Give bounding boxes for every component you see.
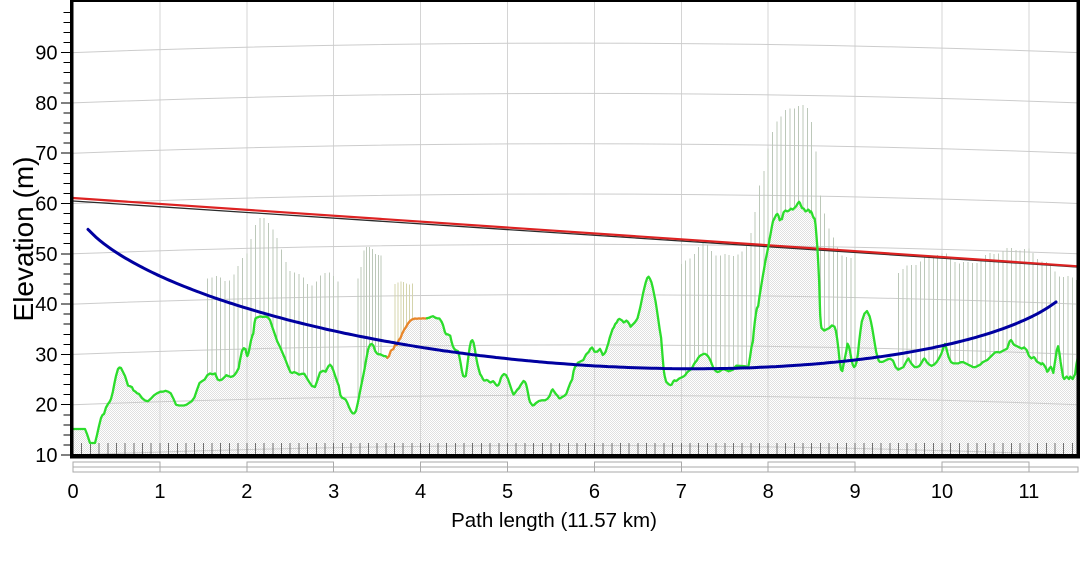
svg-text:9: 9	[850, 481, 861, 503]
svg-text:8: 8	[763, 481, 774, 503]
svg-text:Elevation (m): Elevation (m)	[8, 157, 39, 322]
svg-text:10: 10	[931, 481, 953, 503]
svg-text:Path length (11.57 km): Path length (11.57 km)	[451, 509, 657, 532]
svg-text:7: 7	[676, 481, 687, 503]
svg-text:1: 1	[154, 481, 165, 503]
svg-text:11: 11	[1019, 481, 1040, 503]
svg-text:10: 10	[35, 445, 57, 467]
svg-text:2: 2	[241, 481, 252, 503]
svg-text:30: 30	[35, 344, 57, 366]
svg-text:90: 90	[35, 43, 57, 65]
svg-text:20: 20	[35, 395, 57, 417]
svg-text:0: 0	[67, 481, 78, 503]
svg-text:5: 5	[502, 481, 513, 503]
svg-text:80: 80	[35, 93, 57, 115]
svg-text:3: 3	[328, 481, 339, 503]
svg-text:6: 6	[589, 481, 600, 503]
svg-text:4: 4	[415, 481, 426, 503]
